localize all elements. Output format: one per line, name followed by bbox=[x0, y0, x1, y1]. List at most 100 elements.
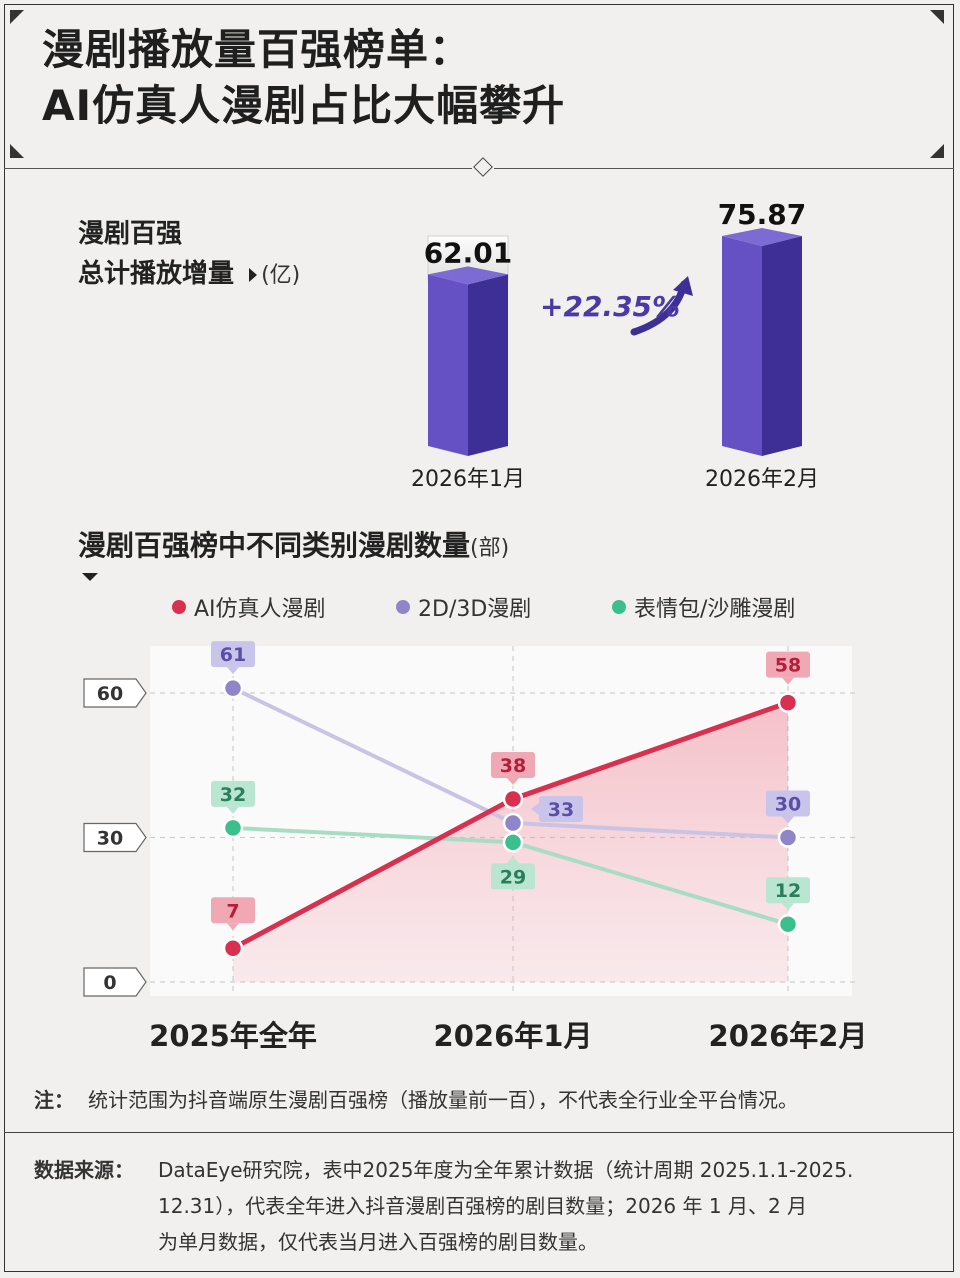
bar-top-face bbox=[722, 228, 802, 246]
data-label-pointer bbox=[782, 903, 794, 911]
y-tick-box bbox=[83, 678, 147, 708]
data-label-box bbox=[211, 897, 255, 924]
bar-side-face bbox=[762, 236, 802, 456]
bar-1: 62.01 2026年1月 bbox=[411, 235, 525, 492]
data-label-text: 29 bbox=[500, 866, 526, 888]
line-chart: 61 33 30 32 29 12 7 38 58 0 30 60 2025年全年 2026年1月 202… bbox=[83, 641, 868, 1053]
legend-label-2d3d: 2D/3D漫剧 bbox=[418, 597, 532, 622]
data-point bbox=[502, 832, 524, 853]
legend-item-2d3d: 2D/3D漫剧 bbox=[396, 592, 531, 622]
growth-arrow bbox=[630, 276, 693, 336]
source-line-3: 为单月数据，仅代表当月进入百强榜的剧目数量。 bbox=[158, 1230, 598, 1254]
data-label: 38 bbox=[491, 751, 535, 785]
bar-chart: 62.01 2026年1月 75.87 2026年2月 +22.35% bbox=[411, 198, 819, 492]
data-label-text: 33 bbox=[548, 799, 574, 821]
bar-value-label: 62.01 bbox=[424, 236, 513, 269]
bar-2: 75.87 2026年2月 bbox=[705, 198, 819, 492]
data-label-text: 61 bbox=[220, 644, 246, 666]
corner-mark-bottom-right bbox=[930, 144, 944, 158]
bar-side-face bbox=[468, 274, 508, 456]
corner-mark-bottom-left bbox=[10, 144, 24, 158]
note-label: 注： bbox=[34, 1088, 74, 1112]
bar-section-label-line2: 总计播放增量 bbox=[78, 259, 235, 289]
growth-label: +22.35% bbox=[540, 290, 680, 323]
source-line-1: DataEye研究院，表中2025年度为全年累计数据（统计周期 2025.1.1… bbox=[158, 1158, 854, 1182]
legend-dot-ai bbox=[172, 600, 186, 614]
data-label-box bbox=[491, 863, 535, 890]
data-label-text: 32 bbox=[220, 784, 246, 806]
y-tick-label: 30 bbox=[97, 828, 123, 850]
x-tick-label: 2025年全年 bbox=[149, 1019, 317, 1053]
data-label-box bbox=[766, 790, 810, 817]
data-label: 30 bbox=[766, 790, 810, 824]
data-label: 33 bbox=[531, 796, 583, 823]
play-triangle-icon bbox=[249, 267, 258, 282]
data-label-pointer bbox=[782, 816, 794, 824]
data-label-pointer bbox=[227, 806, 239, 814]
data-label-box bbox=[211, 780, 255, 807]
note-text: 统计范围为抖音端原生漫剧百强榜（播放量前一百），不代表全行业全平台情况。 bbox=[88, 1088, 798, 1112]
data-label-box bbox=[766, 651, 810, 678]
bar-section-label-line1: 漫剧百强 bbox=[78, 219, 183, 249]
divider-left bbox=[4, 168, 472, 169]
line-section-title: 漫剧百强榜中不同类别漫剧数量 bbox=[78, 529, 471, 562]
data-point bbox=[502, 788, 524, 810]
bottom-separator bbox=[4, 1132, 954, 1133]
data-label-pointer bbox=[507, 856, 519, 864]
data-point bbox=[222, 677, 244, 699]
data-label-box bbox=[766, 877, 810, 904]
data-point bbox=[777, 827, 799, 848]
y-tick-label: 0 bbox=[103, 972, 116, 994]
source-label: 数据来源： bbox=[34, 1158, 134, 1182]
data-label: 12 bbox=[766, 877, 810, 911]
source-line-2: 12.31），代表全年进入抖音漫剧百强榜的剧目数量；2026 年 1 月、2 月 bbox=[158, 1194, 808, 1218]
data-point bbox=[222, 938, 244, 959]
data-label-pointer bbox=[507, 777, 519, 785]
bar-section-label: 漫剧百强 总计播放增量 (亿) bbox=[78, 214, 300, 296]
data-point bbox=[777, 913, 799, 935]
data-label: 58 bbox=[766, 651, 810, 685]
line-unit: (部) bbox=[470, 536, 510, 561]
bar-value-label: 75.87 bbox=[718, 198, 807, 231]
bar-front-face bbox=[722, 236, 762, 456]
data-label: 29 bbox=[491, 856, 535, 890]
data-label: 61 bbox=[211, 641, 255, 675]
bar-top-face bbox=[428, 266, 508, 285]
line-section-label: 漫剧百强榜中不同类别漫剧数量(部) bbox=[78, 524, 509, 564]
caret-down-icon bbox=[82, 573, 98, 581]
y-tick-label: 60 bbox=[97, 683, 123, 705]
legend-dot-2d3d bbox=[396, 600, 410, 614]
data-point bbox=[222, 817, 244, 839]
data-label: 32 bbox=[211, 780, 255, 814]
y-tick-box bbox=[83, 822, 147, 853]
data-label-pointer bbox=[782, 677, 794, 685]
data-point bbox=[502, 812, 524, 834]
data-label-pointer bbox=[531, 803, 539, 816]
y-tick-30: 30 bbox=[83, 822, 147, 853]
corner-mark-top-left bbox=[10, 10, 24, 24]
legend-item-meme: 表情包/沙雕漫剧 bbox=[612, 592, 795, 622]
title-line-1: 漫剧播放量百强榜单： bbox=[42, 25, 473, 74]
data-label-box bbox=[539, 796, 583, 823]
x-tick-label: 2026年2月 bbox=[709, 1019, 868, 1053]
note: 注： 统计范围为抖音端原生漫剧百强榜（播放量前一百），不代表全行业全平台情况。 bbox=[34, 1084, 798, 1113]
corner-mark-top-right bbox=[930, 10, 944, 24]
page-title: 漫剧播放量百强榜单： AI仿真人漫剧占比大幅攀升 bbox=[42, 22, 565, 134]
data-label-pointer bbox=[227, 923, 239, 931]
data-label-text: 7 bbox=[226, 900, 239, 922]
data-label-pointer bbox=[227, 667, 239, 675]
legend-label-ai: AI仿真人漫剧 bbox=[194, 597, 326, 622]
legend-dot-meme bbox=[612, 600, 626, 614]
bar-category-label: 2026年2月 bbox=[705, 467, 819, 492]
data-point bbox=[777, 692, 799, 713]
data-label: 7 bbox=[211, 897, 255, 931]
legend-item-ai: AI仿真人漫剧 bbox=[172, 592, 326, 622]
legend-label-meme: 表情包/沙雕漫剧 bbox=[634, 597, 796, 622]
title-line-2: AI仿真人漫剧占比大幅攀升 bbox=[42, 81, 566, 130]
y-tick-box bbox=[83, 967, 147, 997]
divider-right bbox=[494, 168, 954, 169]
x-tick-label: 2026年1月 bbox=[434, 1019, 593, 1053]
source-text: DataEye研究院，表中2025年度为全年累计数据（统计周期 2025.1.1… bbox=[158, 1152, 934, 1260]
outer-frame bbox=[4, 4, 954, 1272]
bar-unit: (亿) bbox=[261, 263, 301, 288]
